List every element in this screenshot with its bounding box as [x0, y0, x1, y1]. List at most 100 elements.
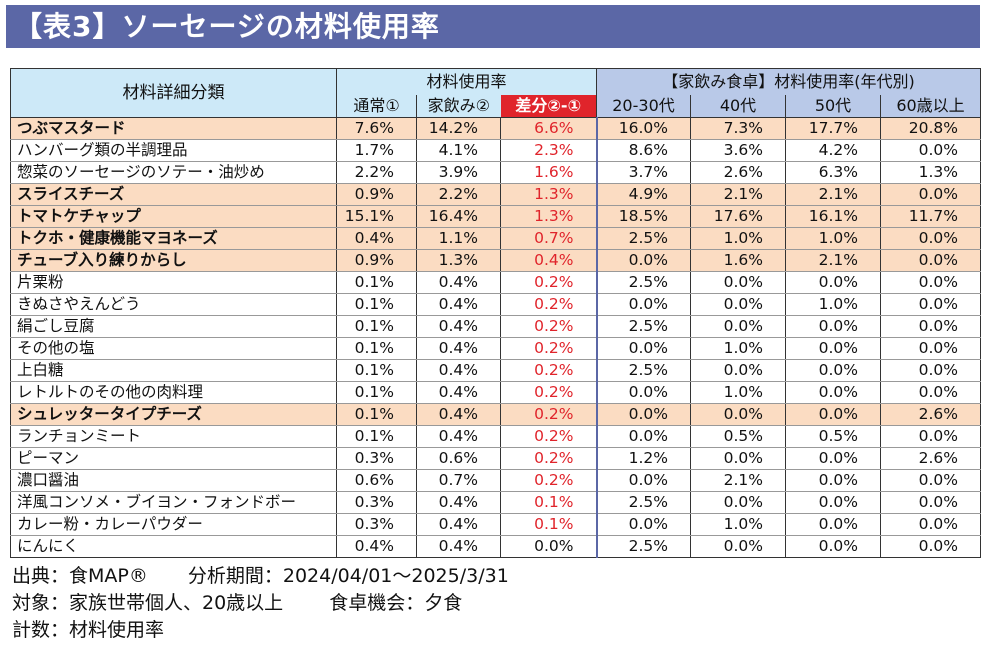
- cell-normal: 1.7%: [336, 139, 417, 162]
- cell-diff: 0.2%: [500, 403, 597, 426]
- cell-diff: 0.2%: [500, 447, 597, 470]
- cell-age-60-plus: 0.0%: [880, 513, 981, 536]
- cell-age-60-plus: 0.0%: [880, 315, 981, 338]
- row-category: ピーマン: [10, 447, 337, 470]
- cell-age-20-30: 16.0%: [595, 117, 691, 140]
- cell-age-40: 2.1%: [690, 183, 786, 206]
- table-row: にんにく 0.4% 0.4% 0.0% 2.5% 0.0% 0.0% 0.0%: [10, 535, 981, 558]
- header-age-60-plus: 60歳以上: [880, 95, 981, 118]
- cell-diff: 0.4%: [500, 249, 597, 272]
- cell-normal: 7.6%: [336, 117, 417, 140]
- footer-period: 分析期間：2024/04/01～2025/3/31: [187, 565, 509, 587]
- table-row: トクホ・健康機能マヨネーズ 0.4% 1.1% 0.7% 2.5% 1.0% 1.0% 0.0…: [10, 227, 981, 250]
- footer-line-1: 出典：食MAP® 分析期間：2024/04/01～2025/3/31: [12, 563, 509, 589]
- cell-diff: 1.6%: [500, 161, 597, 184]
- cell-age-50: 0.0%: [785, 381, 881, 404]
- footer-source: 出典：食MAP®: [12, 565, 148, 587]
- cell-age-50: 0.0%: [785, 535, 881, 558]
- cell-diff: 1.3%: [500, 183, 597, 206]
- cell-home-drink: 0.4%: [416, 293, 501, 316]
- cell-age-60-plus: 0.0%: [880, 337, 981, 360]
- cell-diff: 0.1%: [500, 491, 597, 514]
- cell-home-drink: 1.1%: [416, 227, 501, 250]
- table-row: ランチョンミート 0.1% 0.4% 0.2% 0.0% 0.5% 0.5% 0.0%: [10, 425, 981, 448]
- header-age-50: 50代: [785, 95, 881, 118]
- cell-age-60-plus: 0.0%: [880, 139, 981, 162]
- cell-home-drink: 4.1%: [416, 139, 501, 162]
- cell-age-50: 0.5%: [785, 425, 881, 448]
- cell-home-drink: 0.4%: [416, 491, 501, 514]
- cell-age-20-30: 0.0%: [595, 513, 691, 536]
- cell-age-20-30: 0.0%: [595, 249, 691, 272]
- cell-age-40: 7.3%: [690, 117, 786, 140]
- cell-age-40: 0.0%: [690, 271, 786, 294]
- table-row: きぬさやえんどう 0.1% 0.4% 0.2% 0.0% 0.0% 1.0% 0.0%: [10, 293, 981, 316]
- cell-age-60-plus: 20.8%: [880, 117, 981, 140]
- cell-home-drink: 0.4%: [416, 315, 501, 338]
- row-category: 濃口醤油: [10, 469, 337, 492]
- footer-metric: 計数：材料使用率: [12, 619, 165, 641]
- cell-age-60-plus: 1.3%: [880, 161, 981, 184]
- table-row: 絹ごし豆腐 0.1% 0.4% 0.2% 2.5% 0.0% 0.0% 0.0%: [10, 315, 981, 338]
- row-category: カレー粉・カレーパウダー: [10, 513, 337, 536]
- cell-age-50: 0.0%: [785, 359, 881, 382]
- row-category: 洋風コンソメ・ブイヨン・フォンドボー: [10, 491, 337, 514]
- cell-age-50: 0.0%: [785, 271, 881, 294]
- table-row: ピーマン 0.3% 0.6% 0.2% 1.2% 0.0% 0.0% 2.6%: [10, 447, 981, 470]
- table-row: つぶマスタード 7.6% 14.2% 6.6% 16.0% 7.3% 17.7% 20.8%: [10, 117, 981, 140]
- cell-age-40: 0.0%: [690, 315, 786, 338]
- header-usage-group: 材料使用率: [336, 68, 597, 95]
- cell-age-40: 1.0%: [690, 227, 786, 250]
- cell-normal: 0.1%: [336, 315, 417, 338]
- cell-home-drink: 3.9%: [416, 161, 501, 184]
- cell-age-20-30: 3.7%: [595, 161, 691, 184]
- cell-age-40: 0.0%: [690, 491, 786, 514]
- cell-age-40: 3.6%: [690, 139, 786, 162]
- cell-home-drink: 0.7%: [416, 469, 501, 492]
- header-age-20-30: 20-30代: [596, 95, 691, 118]
- cell-age-20-30: 0.0%: [595, 469, 691, 492]
- cell-age-40: 2.1%: [690, 469, 786, 492]
- cell-age-40: 1.0%: [690, 337, 786, 360]
- page-title: 【表3】ソーセージの材料使用率: [6, 5, 980, 48]
- cell-age-40: 0.0%: [690, 535, 786, 558]
- cell-home-drink: 0.4%: [416, 535, 501, 558]
- cell-normal: 0.1%: [336, 359, 417, 382]
- table-row: 濃口醤油 0.6% 0.7% 0.2% 0.0% 2.1% 0.0% 0.0%: [10, 469, 981, 492]
- cell-age-20-30: 0.0%: [595, 293, 691, 316]
- material-usage-table: 材料詳細分類 材料使用率 【家飲み食卓】材料使用率(年代別) 通常① 家飲み② …: [10, 68, 981, 558]
- cell-age-50: 0.0%: [785, 491, 881, 514]
- header-age-group: 【家飲み食卓】材料使用率(年代別): [596, 68, 981, 95]
- cell-normal: 0.9%: [336, 183, 417, 206]
- cell-age-60-plus: 0.0%: [880, 381, 981, 404]
- cell-normal: 0.3%: [336, 447, 417, 470]
- cell-home-drink: 16.4%: [416, 205, 501, 228]
- cell-home-drink: 0.6%: [416, 447, 501, 470]
- cell-age-20-30: 4.9%: [595, 183, 691, 206]
- cell-age-40: 0.0%: [690, 359, 786, 382]
- cell-age-40: 1.0%: [690, 513, 786, 536]
- cell-normal: 0.1%: [336, 293, 417, 316]
- row-category: 絹ごし豆腐: [10, 315, 337, 338]
- row-category: スライスチーズ: [10, 183, 337, 206]
- cell-age-20-30: 0.0%: [595, 381, 691, 404]
- cell-home-drink: 0.4%: [416, 381, 501, 404]
- cell-age-40: 0.5%: [690, 425, 786, 448]
- cell-diff: 6.6%: [500, 117, 597, 140]
- cell-age-50: 0.0%: [785, 403, 881, 426]
- row-category: ランチョンミート: [10, 425, 337, 448]
- cell-normal: 0.3%: [336, 491, 417, 514]
- cell-diff: 1.3%: [500, 205, 597, 228]
- cell-age-60-plus: 0.0%: [880, 359, 981, 382]
- cell-normal: 0.9%: [336, 249, 417, 272]
- header-category: 材料詳細分類: [10, 68, 337, 118]
- cell-diff: 0.0%: [500, 535, 597, 558]
- cell-age-40: 0.0%: [690, 403, 786, 426]
- row-category: シュレッタータイプチーズ: [10, 403, 337, 426]
- cell-normal: 2.2%: [336, 161, 417, 184]
- table-row: 洋風コンソメ・ブイヨン・フォンドボー 0.3% 0.4% 0.1% 2.5% 0.0% 0.…: [10, 491, 981, 514]
- footer-target: 対象：家族世帯個人、20歳以上: [12, 592, 284, 614]
- cell-normal: 0.3%: [336, 513, 417, 536]
- row-category: 片栗粉: [10, 271, 337, 294]
- cell-diff: 0.2%: [500, 293, 597, 316]
